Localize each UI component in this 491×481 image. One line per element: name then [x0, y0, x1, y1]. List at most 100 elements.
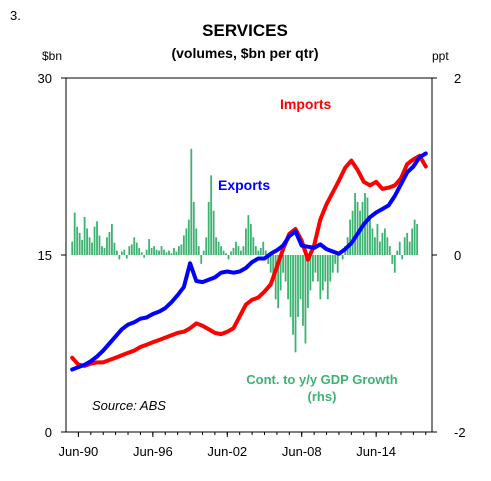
x-axis-tick-label: Jun-02	[207, 444, 247, 459]
gdp-contribution-bar	[128, 246, 131, 255]
gdp-contribution-bar	[143, 255, 146, 258]
exports-label: Exports	[218, 177, 270, 193]
gdp-contribution-bar	[148, 239, 151, 255]
right-axis-unit: ppt	[432, 49, 449, 63]
x-axis-tick-label: Jun-96	[133, 444, 173, 459]
gdp-contribution-bar	[374, 237, 376, 255]
gdp-contribution-bar	[86, 228, 88, 255]
gdp-contribution-bar	[227, 255, 230, 260]
gdp-contribution-bar	[96, 221, 98, 255]
gdp-contribution-bar	[309, 255, 312, 291]
gdp-contribution-bar	[202, 250, 205, 255]
gdp-contribution-bar	[356, 201, 359, 255]
gdp-contribution-bar	[153, 246, 155, 255]
gdp-contribution-bar	[118, 255, 121, 260]
gdp-contribution-bar	[155, 249, 158, 255]
gdp-contribution-bar	[187, 219, 190, 255]
gdp-contribution-bar	[232, 247, 235, 255]
gdp-contribution-bar	[321, 255, 324, 291]
gdp-contribution-bar	[378, 241, 381, 255]
gdp-contribution-bar	[416, 224, 419, 255]
gdp-contribution-bar	[101, 246, 103, 255]
gdp-contribution-bar	[413, 219, 416, 255]
gdp-contribution-bar	[388, 246, 391, 255]
series-lines	[70, 151, 428, 372]
gdp-contribution-bar	[331, 255, 334, 273]
gdp-contribution-bar	[123, 249, 126, 255]
gdp-contribution-bar	[242, 246, 245, 255]
gdp-contribution-bar	[282, 255, 285, 273]
gdp-contribution-bar	[125, 255, 128, 259]
gdp-contribution-bar	[135, 242, 138, 255]
gdp-contribution-bar	[237, 246, 240, 255]
chart-subtitle: (volumes, $bn per qtr)	[171, 45, 318, 61]
gdp-contribution-bar	[197, 246, 200, 255]
gdp-contribution-bar	[175, 251, 178, 255]
gdp-contribution-bar	[336, 255, 339, 273]
gdp-contribution-bar	[311, 255, 314, 282]
gdp-contribution-bar	[386, 237, 389, 255]
gdp-contribution-bar	[83, 216, 86, 255]
gdp-contribution-bar	[210, 175, 213, 255]
gdp-contribution-bar	[284, 255, 287, 282]
gdp-contribution-bar	[334, 255, 337, 264]
gdp-contribution-bar	[163, 249, 165, 255]
gdp-contribution-bar	[287, 255, 289, 300]
gdp-contribution-bar	[254, 246, 257, 255]
gdp-contribution-bar	[133, 237, 136, 255]
gdp-contribution-bar	[304, 255, 307, 344]
x-axis-tick-label: Jun-08	[282, 444, 322, 459]
left-axis-tick-label: 30	[38, 71, 52, 86]
gdp-contribution-bar	[120, 251, 123, 255]
gdp-contribution-bar	[115, 250, 118, 255]
gdp-contribution-bar	[351, 210, 354, 255]
gdp-contribution-bar	[73, 212, 76, 255]
gdp-contribution-bar	[160, 246, 163, 255]
gdp-contribution-rhs-label: (rhs)	[308, 389, 337, 404]
gdp-contribution-bar	[381, 232, 384, 256]
gdp-contribution-bar	[76, 226, 79, 255]
gdp-contribution-bar	[200, 255, 203, 264]
gdp-contribution-bar	[403, 237, 406, 255]
gdp-contribution-bar	[294, 255, 297, 353]
gdp-contribution-bar	[71, 241, 74, 255]
gdp-contribution-bar	[205, 237, 208, 255]
gdp-contribution-bar	[245, 228, 247, 255]
gdp-contribution-bar	[354, 193, 356, 255]
gdp-contribution-bar	[106, 237, 108, 255]
imports-line	[70, 153, 428, 368]
gdp-contribution-bar	[259, 247, 262, 255]
gdp-contribution-bar	[274, 255, 277, 300]
x-axis-tick-label: Jun-90	[59, 444, 99, 459]
left-axis-tick-label: 0	[45, 425, 52, 440]
gdp-contribution-bar	[158, 250, 160, 255]
gdp-contribution-bar	[326, 255, 329, 300]
gdp-contribution-bar	[411, 228, 414, 255]
gdp-contribution-bar	[165, 252, 168, 255]
gdp-contribution-bar	[178, 246, 180, 255]
right-axis-tick-label: 2	[454, 71, 461, 86]
gdp-contribution-bar	[383, 228, 386, 255]
gdp-contribution-bar	[371, 228, 374, 255]
gdp-contribution-bar	[108, 231, 111, 255]
gdp-contribution-bar	[366, 197, 369, 255]
x-axis-tick-label: Jun-14	[356, 444, 396, 459]
gdp-contribution-bar	[138, 247, 141, 255]
gdp-contribution-bar	[257, 250, 260, 255]
gdp-contribution-bar	[252, 237, 255, 255]
imports-label: Imports	[280, 96, 332, 112]
gdp-contribution-bar	[168, 250, 170, 255]
gdp-contribution-bar	[215, 237, 218, 255]
gdp-contribution-bar	[130, 244, 133, 255]
gdp-contribution-bar	[272, 255, 275, 282]
gdp-contribution-bar	[262, 241, 265, 255]
exports-line	[70, 151, 428, 372]
gdp-contribution-bar	[277, 255, 280, 309]
gdp-contribution-bar	[113, 242, 116, 255]
right-axis-tick-label: -2	[454, 425, 466, 440]
gdp-contribution-bar	[279, 255, 282, 291]
gdp-contribution-bar	[406, 232, 409, 256]
gdp-contribution-bar	[192, 201, 195, 255]
plot-area: 0 15 30 -2 0 2 Jun-90 Jun-96 Jun-02 Jun-08 Jun-14	[38, 71, 466, 459]
gdp-contribution-bar	[88, 237, 91, 255]
